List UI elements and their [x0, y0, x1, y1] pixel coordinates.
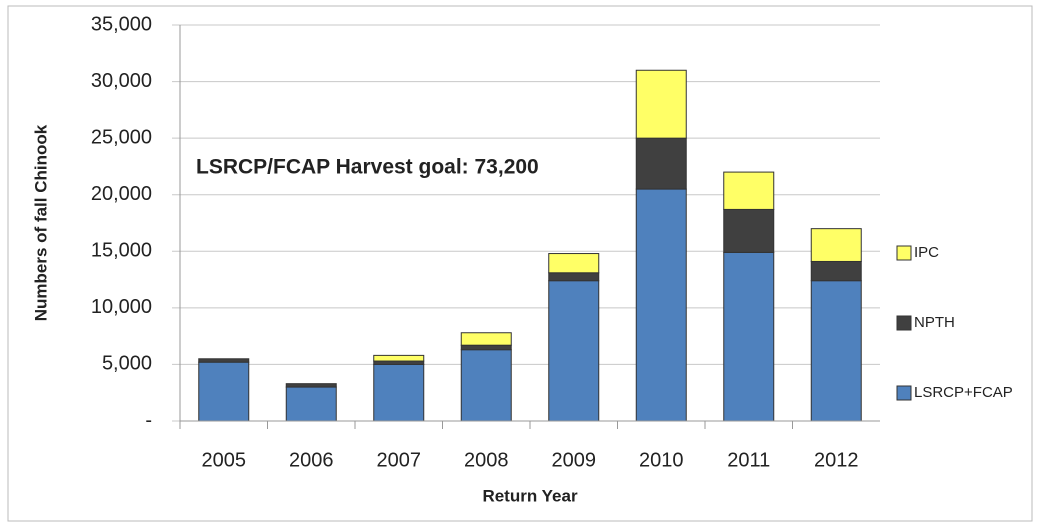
- bar-segment: [548, 280, 600, 422]
- x-tick-label: 2011: [727, 449, 770, 471]
- x-tick-label: 2010: [639, 449, 684, 471]
- y-tick-label: 15,000: [91, 240, 152, 262]
- bar-segment: [548, 253, 600, 274]
- x-tick-label: 2008: [464, 449, 509, 471]
- y-tick-label: 5,000: [102, 353, 152, 375]
- annotation: LSRCP/FCAP Harvest goal: 73,200: [196, 156, 539, 179]
- legend-swatch: [896, 245, 912, 261]
- bar-segment: [635, 69, 687, 139]
- x-tick-label: 2005: [202, 449, 247, 471]
- bar-segment: [635, 137, 687, 190]
- chart-border: [7, 5, 1033, 522]
- legend-label: IPC: [914, 244, 939, 261]
- x-tick-label: 2009: [552, 449, 597, 471]
- bar-segment: [460, 344, 512, 351]
- bar-segment: [285, 383, 337, 388]
- y-axis-title: Numbers of fall Chinook: [31, 124, 50, 321]
- bar-segment: [373, 360, 425, 365]
- y-tick-label: 30,000: [91, 70, 152, 92]
- bar-segment: [548, 272, 600, 282]
- bar-segment: [723, 171, 775, 210]
- bar-segment: [460, 349, 512, 422]
- bar-segment: [460, 332, 512, 346]
- bar-segment: [810, 228, 862, 262]
- legend-swatch: [896, 385, 912, 401]
- y-tick-label: 10,000: [91, 296, 152, 318]
- legend-swatch: [896, 315, 912, 331]
- bar-segment: [635, 188, 687, 422]
- bar-segment: [285, 386, 337, 422]
- y-tick-label: -: [145, 409, 152, 431]
- bar-segment: [198, 358, 250, 363]
- y-tick-label: 20,000: [91, 183, 152, 205]
- bar-segment: [810, 280, 862, 422]
- x-tick-label: 2006: [289, 449, 334, 471]
- legend-label: LSRCP+FCAP: [914, 384, 1013, 401]
- bar-segment: [198, 361, 250, 422]
- bar-segment: [723, 251, 775, 422]
- y-tick-label: 35,000: [91, 13, 152, 35]
- x-axis-title: Return Year: [482, 486, 578, 505]
- legend-label: NPTH: [914, 314, 955, 331]
- y-tick-label: 25,000: [91, 126, 152, 148]
- x-tick-label: 2007: [377, 449, 422, 471]
- bar-segment: [723, 208, 775, 253]
- bar-segment: [373, 363, 425, 422]
- x-tick-label: 2012: [814, 449, 859, 471]
- bar-segment: [810, 260, 862, 282]
- bar-segment: [373, 354, 425, 362]
